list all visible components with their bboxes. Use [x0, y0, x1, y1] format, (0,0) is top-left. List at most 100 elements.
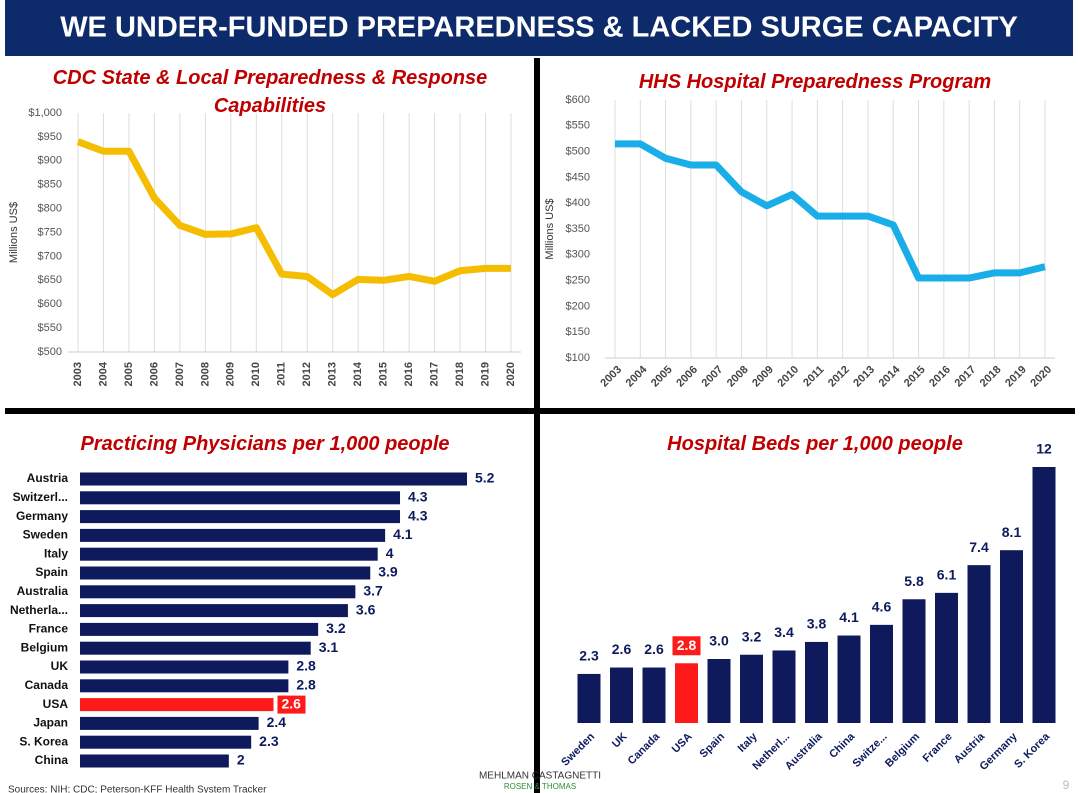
- x-tick-label: 2009: [750, 364, 776, 390]
- y-tick-label: S. Korea: [19, 734, 68, 748]
- data-label: 3.2: [742, 628, 762, 644]
- bar: [80, 604, 348, 618]
- data-label: 2.6: [612, 641, 632, 657]
- x-tick-label: 2009: [225, 362, 237, 386]
- bar: [610, 667, 633, 723]
- y-tick-label: $800: [38, 203, 62, 215]
- bar: [80, 472, 467, 486]
- y-tick-label: Canada: [25, 678, 69, 692]
- y-tick-label: $350: [566, 223, 590, 235]
- x-tick-label: 2015: [902, 364, 928, 390]
- y-tick-label: Belgium: [21, 640, 68, 654]
- y-tick-label: $900: [38, 155, 62, 167]
- x-tick-label: 2007: [700, 364, 726, 390]
- data-label: 4.3: [408, 489, 428, 505]
- data-label: 2.6: [282, 695, 302, 711]
- bar: [1000, 550, 1023, 723]
- y-tick-label: USA: [43, 697, 69, 711]
- x-tick-label: 2020: [505, 362, 517, 386]
- x-tick-label: 2015: [378, 362, 390, 386]
- x-tick-label: 2016: [927, 364, 953, 390]
- x-tick-label: France: [921, 731, 955, 765]
- bar: [80, 491, 401, 505]
- y-tick-label: $200: [566, 300, 590, 312]
- slide-title: WE UNDER-FUNDED PREPAREDNESS & LACKED SU…: [60, 12, 1018, 44]
- data-label: 2.8: [296, 677, 316, 693]
- x-tick-label: 2013: [851, 364, 877, 390]
- data-label: 3.2: [326, 620, 346, 636]
- x-tick-label: 2008: [725, 364, 751, 390]
- sources: Sources: NIH; CDC; Peterson-KFF Health S…: [8, 785, 267, 793]
- bar: [80, 510, 401, 524]
- data-label: 4.1: [393, 526, 413, 542]
- y-tick-label: $550: [38, 322, 62, 334]
- x-tick-label: 2004: [97, 361, 109, 386]
- x-tick-label: 2011: [276, 362, 288, 386]
- chart-title: Practicing Physicians per 1,000 people: [80, 433, 450, 455]
- y-tick-label: $650: [38, 274, 62, 286]
- x-tick-label: 2010: [775, 364, 801, 390]
- x-tick-label: USA: [670, 731, 695, 756]
- x-tick-label: Belgium: [883, 731, 922, 770]
- data-label: 2.8: [677, 637, 697, 653]
- chart-title: Hospital Beds per 1,000 people: [667, 433, 963, 455]
- data-label: 4.3: [408, 507, 428, 523]
- data-label: 7.4: [969, 539, 989, 555]
- y-tick-label: $500: [38, 346, 62, 358]
- data-label: 3.8: [807, 616, 827, 632]
- x-tick-label: 2019: [479, 362, 491, 386]
- bar: [675, 663, 698, 723]
- bar: [577, 673, 601, 723]
- x-tick-label: 2012: [301, 362, 313, 386]
- y-tick-label: $500: [566, 146, 590, 158]
- x-tick-label: 2017: [952, 364, 978, 390]
- x-tick-label: Spain: [698, 730, 728, 760]
- y-tick-label: $400: [566, 197, 590, 209]
- data-label: 2.3: [259, 733, 279, 749]
- x-tick-label: 2013: [327, 362, 339, 386]
- x-tick-label: 2003: [598, 364, 624, 390]
- y-tick-label: Japan: [33, 716, 68, 730]
- chart-title: CDC State & Local Preparedness & Respons…: [52, 67, 488, 117]
- bar: [805, 641, 828, 723]
- logo-name: ROSEN & THOMAS: [504, 782, 576, 791]
- y-tick-label: $1,000: [28, 107, 62, 119]
- x-tick-label: China: [827, 730, 858, 761]
- x-tick-label: 2006: [674, 364, 700, 390]
- line: [76, 138, 511, 299]
- y-axis-label: Millions US$: [8, 202, 20, 263]
- bar: [1032, 467, 1056, 723]
- y-tick-label: Germany: [16, 509, 68, 523]
- x-tick-label: 2014: [877, 363, 903, 389]
- data-label: 2: [237, 752, 245, 768]
- bar: [772, 650, 796, 723]
- y-tick-label: $450: [566, 171, 590, 183]
- x-tick-label: 2010: [250, 362, 262, 386]
- data-label: 2.3: [579, 648, 599, 664]
- data-label: 2.4: [267, 714, 287, 730]
- bar: [740, 654, 763, 723]
- x-tick-label: 2003: [72, 362, 84, 386]
- y-tick-label: China: [35, 753, 69, 767]
- data-label: 3.7: [363, 583, 383, 599]
- x-tick-label: UK: [610, 731, 630, 751]
- x-tick-label: 2016: [403, 362, 415, 386]
- x-tick-label: 2008: [199, 362, 211, 386]
- y-tick-label: UK: [51, 659, 69, 673]
- x-tick-label: 2018: [978, 364, 1004, 390]
- page-number: 9: [1063, 778, 1070, 792]
- x-tick-label: S. Korea: [1012, 730, 1053, 771]
- bar: [935, 592, 958, 723]
- bar: [80, 622, 319, 636]
- data-label: 4: [386, 545, 394, 561]
- x-tick-label: 2007: [174, 362, 186, 386]
- bar: [837, 635, 861, 723]
- y-tick-label: $750: [38, 226, 62, 238]
- bar: [707, 659, 731, 723]
- bar: [80, 528, 386, 542]
- y-tick-label: $700: [38, 250, 62, 262]
- bar: [80, 754, 229, 768]
- y-tick-label: $850: [38, 179, 62, 191]
- x-tick-label: 2018: [454, 362, 466, 386]
